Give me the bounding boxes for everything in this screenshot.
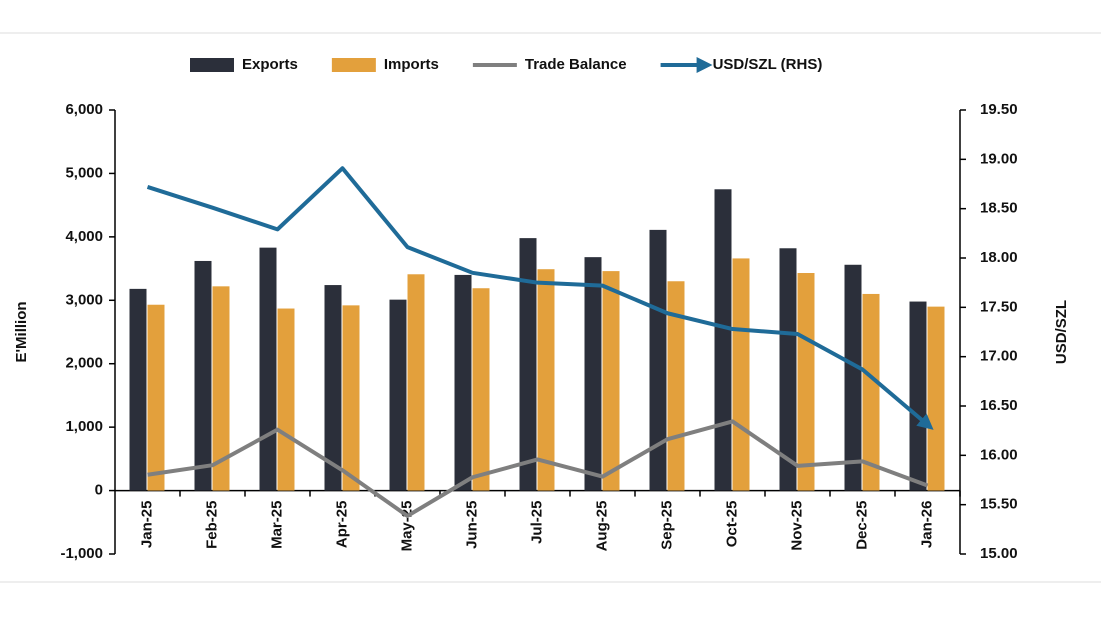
y2-tick-label: 19.00 (980, 150, 1018, 167)
x-tick-label: Jun-25 (463, 501, 480, 549)
legend-swatch (190, 58, 234, 72)
y-tick-label: 3,000 (65, 291, 103, 308)
bar (909, 301, 927, 491)
x-tick-label: Apr-25 (333, 501, 350, 549)
bar (147, 304, 165, 491)
bar (259, 247, 277, 491)
bar (732, 258, 750, 491)
bar (584, 257, 602, 491)
bar (277, 308, 295, 491)
y2-tick-label: 16.50 (980, 397, 1018, 414)
bar (212, 286, 230, 491)
bar (342, 305, 360, 491)
y2-tick-label: 18.50 (980, 200, 1018, 217)
bar (519, 238, 537, 491)
y-tick-label: 0 (95, 482, 103, 499)
y2-tick-label: 16.00 (980, 446, 1018, 463)
x-tick-label: May-25 (398, 501, 415, 552)
bar (779, 248, 797, 491)
y-tick-label: 1,000 (65, 418, 103, 435)
bar (844, 264, 862, 491)
x-tick-label: Sep-25 (658, 501, 675, 550)
bar (797, 273, 815, 491)
y2-tick-label: 15.50 (980, 496, 1018, 513)
x-tick-label: Dec-25 (853, 501, 870, 550)
bar (714, 189, 732, 491)
bar (454, 274, 472, 491)
bar (389, 299, 407, 491)
y2-tick-label: 18.00 (980, 249, 1018, 266)
legend-label: Exports (242, 56, 298, 73)
y2-axis-title: USD/SZL (1053, 300, 1070, 364)
bar (862, 293, 880, 491)
legend-label: USD/SZL (RHS) (713, 56, 823, 73)
y2-tick-label: 17.00 (980, 348, 1018, 365)
line-series (147, 419, 929, 518)
y2-tick-label: 15.00 (980, 545, 1018, 562)
x-tick-label: Jan-25 (138, 501, 155, 549)
bar (649, 229, 667, 491)
bar (602, 271, 620, 491)
bar (537, 269, 555, 491)
y2-tick-label: 19.50 (980, 101, 1018, 118)
y2-tick-label: 17.50 (980, 298, 1018, 315)
x-tick-label: Feb-25 (203, 501, 220, 549)
y-tick-label: 5,000 (65, 164, 103, 181)
y-tick-label: 2,000 (65, 355, 103, 372)
y-tick-label: 4,000 (65, 228, 103, 245)
bar (194, 260, 212, 491)
bar (472, 288, 490, 491)
y-axis-title: E'Million (13, 301, 30, 362)
bar (927, 306, 945, 491)
y-tick-label: -1,000 (60, 545, 103, 562)
x-tick-label: Oct-25 (723, 501, 740, 548)
x-tick-label: Aug-25 (593, 501, 610, 552)
line-series (146, 166, 934, 430)
legend-label: Imports (384, 56, 439, 73)
x-tick-label: Jan-26 (918, 501, 935, 549)
bar (129, 288, 147, 491)
x-tick-label: Jul-25 (528, 501, 545, 544)
x-tick-label: Nov-25 (788, 501, 805, 551)
bar (407, 274, 425, 491)
x-tick-label: Mar-25 (268, 501, 285, 549)
legend-swatch (331, 58, 376, 72)
legend-label: Trade Balance (525, 56, 627, 73)
y-tick-label: 6,000 (65, 101, 103, 118)
bar (324, 285, 342, 491)
